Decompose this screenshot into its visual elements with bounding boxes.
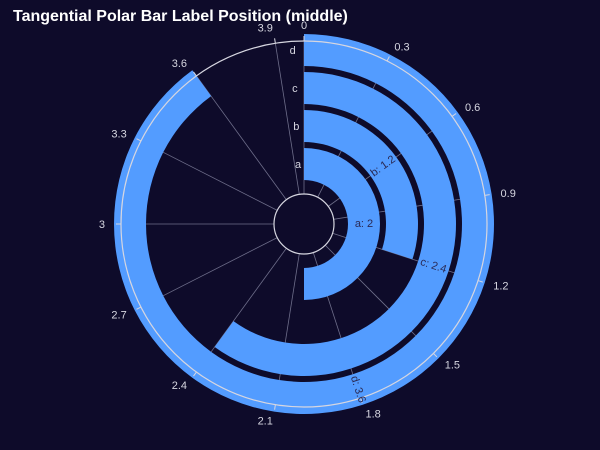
angular-tick-label: 0.3 [394,42,409,54]
bars [114,34,494,414]
angular-tick-label: 3.9 [258,22,273,34]
angular-tick-mark [193,71,197,77]
category-label: b [293,121,299,133]
angular-gridline [140,140,278,211]
angular-tick-mark [136,306,142,310]
angular-tick-label: 3.6 [172,58,187,70]
angular-tick-label: 2.1 [258,416,273,428]
category-label: c [292,83,298,95]
bar-b [304,110,418,260]
angular-gridline [274,43,300,195]
angular-tick-mark [136,138,142,142]
angular-tick-mark [193,371,197,377]
angular-tick-label: 2.7 [111,309,126,321]
category-label: a [295,159,302,171]
angular-tick-label: 0 [301,20,307,32]
bar-label: a: 2 [355,218,373,230]
angular-gridline [196,248,287,373]
angular-tick-mark [386,56,390,62]
angular-tick-label: 3.3 [111,129,126,141]
angular-gridline [274,253,300,405]
angular-gridline [196,75,287,200]
angular-tick-label: 0.6 [465,102,480,114]
angular-tick-mark [274,404,276,410]
inner-hole [273,193,335,255]
angular-tick-label: 0.9 [501,188,516,200]
angular-tick-mark [451,113,457,117]
bar-a [304,148,380,300]
category-labels: a b c d [290,45,302,171]
category-label: d [290,45,296,57]
angular-tick-mark [484,194,490,196]
angular-tick-label: 1.8 [365,408,380,420]
page-title: Tangential Polar Bar Label Position (mid… [13,8,348,25]
angular-tick-mark [477,280,483,283]
angular-tick-label: 1.5 [445,360,460,372]
angular-tick-mark [274,38,276,44]
angular-tick-mark [433,353,438,358]
angular-tick-mark [360,397,363,403]
angular-tick-label: 1.2 [493,280,508,292]
angular-ticks: 0 0.3 0.6 0.9 1.2 1.5 1.8 2.1 2.4 2.7 3 3.3 3.6 3.9 [99,20,516,428]
bar-c [214,72,456,376]
angular-gridline [140,237,278,308]
angular-tick-label: 3 [99,219,105,231]
angular-tick-label: 2.4 [172,380,187,392]
